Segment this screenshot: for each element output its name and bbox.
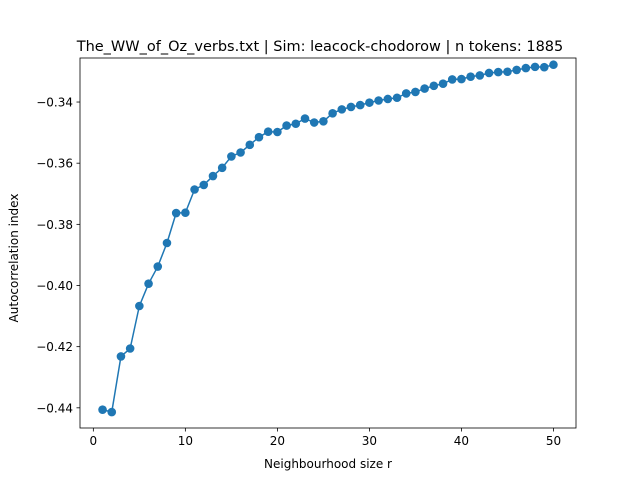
plot-frame xyxy=(79,57,577,429)
data-point xyxy=(273,127,282,137)
data-point xyxy=(181,208,190,218)
x-tick-label: 30 xyxy=(362,434,377,448)
data-point xyxy=(457,74,466,84)
data-point xyxy=(282,121,291,130)
data-point xyxy=(521,63,531,73)
data-point xyxy=(190,185,199,194)
data-point xyxy=(337,105,347,114)
data-point xyxy=(300,114,310,123)
data-point xyxy=(291,119,301,129)
x-axis-title: Neighbourhood size r xyxy=(264,457,392,471)
data-point xyxy=(539,62,549,72)
chart-title: The_WW_of_Oz_verbs.txt | Sim: leacock-ch… xyxy=(76,39,564,55)
y-tick-label: −0.44 xyxy=(36,401,73,415)
data-point xyxy=(144,279,153,288)
data-point xyxy=(530,62,540,72)
data-point xyxy=(383,94,393,104)
y-tick-label: −0.38 xyxy=(36,218,73,232)
data-point xyxy=(328,109,337,118)
data-point xyxy=(447,75,457,84)
x-tick-label: 40 xyxy=(454,434,469,448)
y-tick-label: −0.36 xyxy=(36,157,73,171)
y-tick-label: −0.42 xyxy=(36,340,73,354)
data-point xyxy=(227,152,236,161)
data-point xyxy=(135,301,144,311)
data-point xyxy=(503,67,512,77)
data-point xyxy=(263,127,273,136)
y-axis: −0.44 −0.42 −0.40 −0.38 −0.36 −0.34 xyxy=(36,96,80,415)
data-point xyxy=(401,89,411,98)
data-point xyxy=(98,405,107,414)
x-tick-label: 50 xyxy=(546,434,561,448)
data-point xyxy=(374,96,383,105)
data-point xyxy=(245,140,255,150)
data-point xyxy=(484,68,494,78)
data-point xyxy=(217,163,227,173)
data-point xyxy=(512,65,521,75)
plot-area xyxy=(98,60,558,417)
y-tick-label: −0.40 xyxy=(36,279,73,293)
data-point xyxy=(162,238,172,248)
data-point xyxy=(411,87,420,97)
data-point xyxy=(346,102,356,112)
data-point xyxy=(254,132,264,142)
data-point xyxy=(475,71,485,80)
data-point xyxy=(236,148,245,157)
data-point xyxy=(125,344,135,353)
x-tick-label: 0 xyxy=(90,434,98,448)
data-point xyxy=(493,67,503,77)
data-point xyxy=(355,100,365,110)
data-point xyxy=(116,352,126,361)
data-point xyxy=(107,407,117,417)
x-tick-label: 10 xyxy=(178,434,193,448)
x-axis: 0 10 20 30 40 50 xyxy=(90,428,561,448)
data-point xyxy=(199,180,209,190)
data-point xyxy=(420,84,429,93)
x-tick-label: 20 xyxy=(270,434,285,448)
data-point xyxy=(171,208,181,218)
y-tick-label: −0.34 xyxy=(36,96,73,110)
data-point xyxy=(365,98,374,107)
data-point xyxy=(429,81,439,91)
y-axis-title: Autocorrelation index xyxy=(7,194,21,323)
data-point xyxy=(153,262,163,271)
data-point xyxy=(208,171,218,181)
data-point xyxy=(466,72,475,81)
data-point xyxy=(309,118,319,127)
data-point xyxy=(549,60,558,70)
data-point xyxy=(438,79,448,88)
data-point xyxy=(392,93,402,103)
data-point xyxy=(319,117,328,126)
